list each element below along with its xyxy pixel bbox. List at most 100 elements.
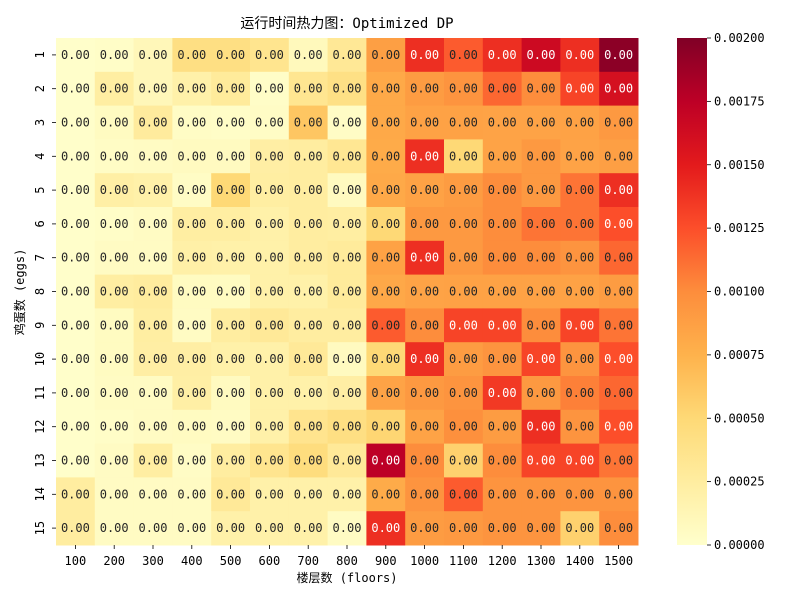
heatmap-cell — [133, 274, 173, 309]
cell-label: 0.00 — [410, 183, 439, 197]
heatmap-cell — [560, 477, 600, 512]
cell-label: 0.00 — [100, 217, 129, 231]
cell-label: 0.00 — [449, 285, 478, 299]
heatmap-cell — [521, 274, 561, 309]
cell-label: 0.00 — [255, 318, 284, 332]
heatmap-cell — [482, 173, 523, 208]
cell-label: 0.00 — [333, 318, 362, 332]
heatmap-cell — [94, 511, 135, 546]
cell-label: 0.00 — [255, 48, 284, 62]
heatmap-cell — [288, 511, 329, 546]
colorbar-ticks: 0.00000 0.00025 0.00050 0.00075 0.00100 0.001… — [707, 31, 765, 552]
cell-label: 0.00 — [294, 352, 323, 366]
heatmap-cell — [211, 342, 251, 377]
cell-label: 0.00 — [255, 116, 284, 130]
heatmap-cell — [172, 308, 212, 343]
cell-label: 0.00 — [139, 454, 168, 468]
heatmap-cell — [405, 376, 445, 411]
cell-label: 0.00 — [449, 116, 478, 130]
cell-label: 0.00 — [100, 149, 129, 163]
heatmap-cell — [133, 443, 173, 478]
heatmap-cell — [444, 139, 484, 174]
heatmap-cell — [482, 207, 523, 242]
cell-label: 0.00 — [604, 318, 633, 332]
heatmap-cell — [56, 274, 96, 309]
cell-label: 0.00 — [177, 48, 206, 62]
cell-label: 0.00 — [255, 454, 284, 468]
cell-label: 0.00 — [410, 521, 439, 535]
heatmap-cell — [211, 308, 251, 343]
cell-label: 0.00 — [449, 420, 478, 434]
cell-label: 0.00 — [255, 285, 284, 299]
cell-label: 0.00 — [333, 352, 362, 366]
cell-label: 0.00 — [333, 521, 362, 535]
cell-label: 0.00 — [565, 116, 594, 130]
x-tick-label: 800 — [336, 554, 358, 568]
heatmap-cell — [172, 38, 212, 73]
heatmap-cell — [560, 139, 600, 174]
cell-label: 0.00 — [371, 116, 400, 130]
cell-label: 0.00 — [527, 352, 556, 366]
heatmap-cell — [366, 511, 406, 546]
heatmap-cell — [560, 443, 600, 478]
cell-label: 0.00 — [216, 116, 245, 130]
cell-label: 0.00 — [61, 149, 90, 163]
cell-label: 0.00 — [139, 251, 168, 265]
cell-label: 0.00 — [604, 217, 633, 231]
heatmap-cell — [405, 308, 445, 343]
heatmap-cell — [56, 173, 96, 208]
heatmap-cell — [56, 308, 96, 343]
cell-label: 0.00 — [216, 149, 245, 163]
heatmap-cell — [327, 477, 367, 512]
cell-label: 0.00 — [177, 251, 206, 265]
heatmap-cell — [482, 511, 523, 546]
heatmap-cell — [327, 139, 367, 174]
cell-label: 0.00 — [177, 420, 206, 434]
cell-label: 0.00 — [565, 183, 594, 197]
heatmap-cell — [211, 477, 251, 512]
cell-label: 0.00 — [449, 521, 478, 535]
cell-label: 0.00 — [294, 251, 323, 265]
cell-label: 0.00 — [61, 521, 90, 535]
cell-label: 0.00 — [488, 183, 517, 197]
cell-label: 0.00 — [255, 521, 284, 535]
cell-label: 0.00 — [100, 386, 129, 400]
cell-label: 0.00 — [604, 454, 633, 468]
heatmap-cell — [599, 207, 639, 242]
heatmap-cell — [56, 342, 96, 377]
heatmap-cell — [599, 139, 639, 174]
cell-label: 0.00 — [100, 116, 129, 130]
cell-label: 0.00 — [410, 217, 439, 231]
cell-label: 0.00 — [565, 48, 594, 62]
heatmap-cell — [482, 105, 523, 140]
heatmap-cell — [133, 207, 173, 242]
cell-label: 0.00 — [488, 82, 517, 96]
cell-label: 0.00 — [449, 251, 478, 265]
cell-label: 0.00 — [139, 386, 168, 400]
cell-label: 0.00 — [177, 285, 206, 299]
heatmap-cell — [599, 38, 639, 73]
cell-label: 0.00 — [61, 183, 90, 197]
heatmap-cell — [56, 139, 96, 174]
heatmap-cell — [172, 207, 212, 242]
cell-label: 0.00 — [100, 82, 129, 96]
heatmap-cell — [288, 173, 329, 208]
heatmap-cell — [211, 409, 251, 445]
heatmap-cell — [94, 443, 135, 478]
cell-label: 0.00 — [333, 454, 362, 468]
cell-label: 0.00 — [565, 285, 594, 299]
heatmap-cell — [366, 342, 406, 377]
heatmap-cell — [405, 173, 445, 208]
heatmap-cell — [133, 139, 173, 174]
heatmap-cell — [211, 511, 251, 546]
cell-label: 0.00 — [488, 217, 517, 231]
cell-label: 0.00 — [216, 183, 245, 197]
heatmap-cell — [133, 376, 173, 411]
cell-label: 0.00 — [139, 487, 168, 501]
heatmap-cell — [405, 71, 445, 107]
cell-label: 0.00 — [177, 318, 206, 332]
heatmap-cell — [405, 38, 445, 73]
heatmap-cell — [405, 274, 445, 309]
heatmap-cell — [133, 105, 173, 140]
